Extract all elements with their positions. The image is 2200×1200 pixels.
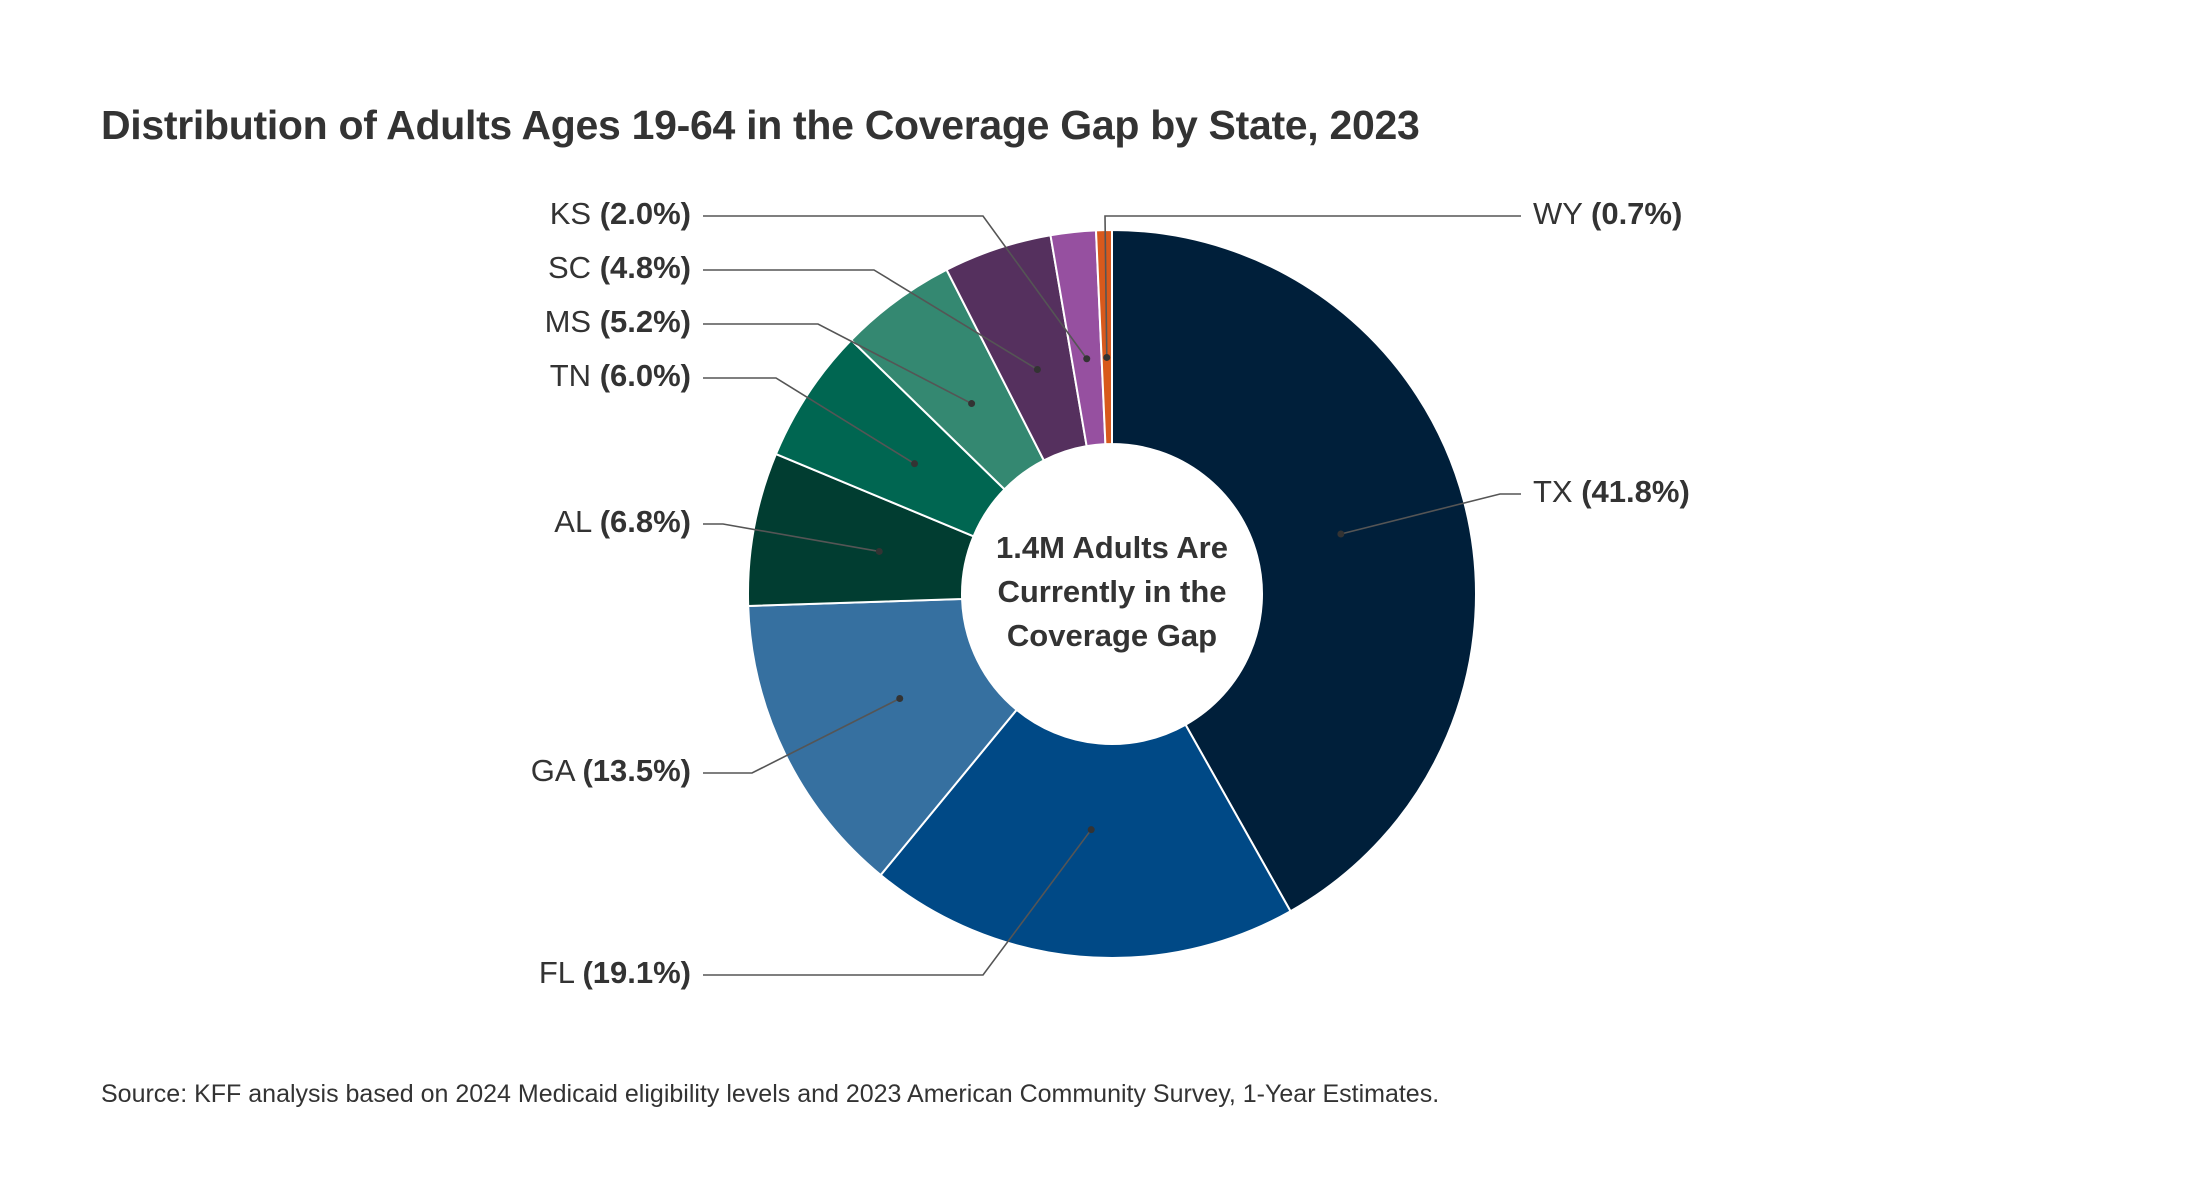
slice-label-percent: (13.5%) [582, 753, 691, 788]
leader-line-tx [1340, 493, 1521, 535]
slice-label-percent: (2.0%) [600, 196, 691, 231]
slice-fl [879, 708, 1292, 959]
slice-label-fl: FL (19.1%) [539, 955, 691, 990]
slice-label-ga: GA (13.5%) [531, 753, 691, 788]
slice-label-state: TX [1533, 474, 1581, 509]
center-label-group: 1.4M Adults Are Currently in the Coverage … [996, 530, 1228, 653]
slice-label-state: MS [545, 304, 600, 339]
leader-dot-tx [1337, 530, 1345, 538]
leader-dot-al [875, 547, 883, 555]
center-label-line: Coverage Gap [1007, 618, 1217, 653]
slice-label-percent: (4.8%) [600, 250, 691, 285]
slice-tx [1111, 228, 1477, 913]
chart-title: Distribution of Adults Ages 19-64 in the… [101, 102, 1420, 148]
slice-label-state: AL [554, 504, 599, 539]
leader-line-fl [703, 829, 1092, 976]
slice-label-al: AL (6.8%) [554, 504, 691, 539]
leader-line-ks [703, 215, 1088, 360]
slice-label-percent: (6.0%) [600, 358, 691, 393]
slice-label-percent: (6.8%) [600, 504, 691, 539]
leader-dot-ga [896, 695, 904, 703]
slice-label-state: SC [548, 250, 600, 285]
leader-dot-wy [1103, 353, 1111, 361]
leader-dot-tn [911, 460, 919, 468]
slice-label-state: TN [550, 358, 600, 393]
leader-line-sc [703, 269, 1038, 371]
slice-label-ms: MS (5.2%) [545, 304, 691, 339]
slice-labels-layer: TX (41.8%) FL (19.1%) GA (13.5%) AL (6.8%) T… [531, 196, 1690, 990]
slice-label-state: GA [531, 753, 583, 788]
slice-label-tx: TX (41.8%) [1533, 474, 1690, 509]
leader-line-wy [1104, 215, 1521, 358]
slice-label-tn: TN (6.0%) [550, 358, 691, 393]
leader-line-ms [703, 323, 972, 405]
leader-dot-ms [968, 400, 976, 408]
slice-label-percent: (19.1%) [582, 955, 691, 990]
slice-label-wy: WY (0.7%) [1533, 196, 1682, 231]
slice-label-percent: (0.7%) [1591, 196, 1682, 231]
leader-lines-layer [703, 215, 1521, 976]
center-label-line: 1.4M Adults Are [996, 530, 1228, 565]
slice-label-percent: (41.8%) [1581, 474, 1690, 509]
slice-label-state: FL [539, 955, 583, 990]
slice-label-state: WY [1533, 196, 1591, 231]
slice-label-ks: KS (2.0%) [550, 196, 691, 231]
slice-label-sc: SC (4.8%) [548, 250, 691, 285]
chart-source-note: Source: KFF analysis based on 2024 Medic… [101, 1080, 1440, 1108]
slice-wy [1094, 228, 1113, 446]
leader-dot-fl [1087, 826, 1095, 834]
slice-label-percent: (5.2%) [600, 304, 691, 339]
leader-dot-ks [1083, 355, 1091, 363]
leader-line-al [703, 523, 880, 553]
leader-line-ga [703, 697, 901, 774]
leader-dot-sc [1033, 365, 1041, 373]
slices-layer [747, 228, 1477, 959]
slice-ga [747, 597, 1019, 877]
center-label-line: Currently in the [997, 574, 1226, 609]
slice-label-state: KS [550, 196, 600, 231]
leader-line-tn [703, 377, 915, 465]
